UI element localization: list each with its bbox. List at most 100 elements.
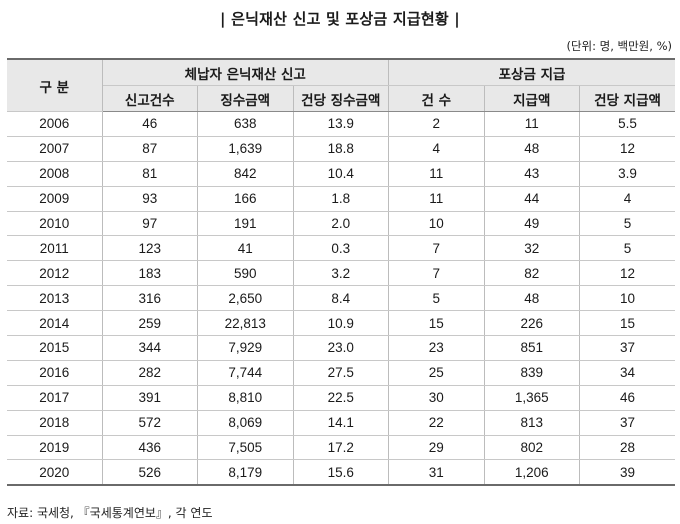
reward-amount-cell: 851 <box>483 335 581 361</box>
reward-per-case-cell: 37 <box>579 335 676 361</box>
reward-count-cell: 7 <box>388 260 485 287</box>
table-row: 2017 391 8,810 22.5 30 1,365 46 <box>7 385 676 411</box>
header-reward-amount: 지급액 <box>483 85 581 112</box>
year-cell: 2011 <box>7 235 103 262</box>
collected-amount-cell: 191 <box>197 211 294 237</box>
report-count-cell: 436 <box>101 435 198 461</box>
report-count-cell: 123 <box>101 235 198 262</box>
report-count-cell: 282 <box>101 360 198 386</box>
header-group-reward: 포상금 지급 <box>388 58 676 86</box>
reward-per-case-cell: 28 <box>579 435 676 461</box>
reward-count-cell: 30 <box>388 385 485 411</box>
report-count-cell: 87 <box>101 136 198 162</box>
table-row: 2012 183 590 3.2 7 82 12 <box>7 260 676 287</box>
collected-per-case-cell: 3.2 <box>292 260 390 287</box>
source-note: 자료: 국세청, 『국세통계연보』, 각 연도 <box>7 506 213 520</box>
collected-per-case-cell: 10.4 <box>292 161 390 187</box>
table-row: 2009 93 166 1.8 11 44 4 <box>7 186 676 212</box>
year-cell: 2012 <box>7 260 103 287</box>
collected-amount-cell: 638 <box>197 111 294 137</box>
report-count-cell: 93 <box>101 186 198 212</box>
collected-amount-cell: 7,929 <box>197 335 294 361</box>
year-cell: 2010 <box>7 211 103 237</box>
reward-per-case-cell: 46 <box>579 385 676 411</box>
year-cell: 2014 <box>7 310 103 337</box>
collected-per-case-cell: 8.4 <box>292 285 390 312</box>
table-row: 2015 344 7,929 23.0 23 851 37 <box>7 335 676 361</box>
table-row: 2006 46 638 13.9 2 11 5.5 <box>7 111 676 137</box>
reward-per-case-cell: 5.5 <box>579 111 676 137</box>
report-count-cell: 391 <box>101 385 198 411</box>
reward-amount-cell: 11 <box>483 111 581 137</box>
report-count-cell: 81 <box>101 161 198 187</box>
collected-amount-cell: 166 <box>197 186 294 212</box>
collected-per-case-cell: 18.8 <box>292 136 390 162</box>
collected-per-case-cell: 17.2 <box>292 435 390 461</box>
year-cell: 2018 <box>7 410 103 436</box>
reward-amount-cell: 802 <box>483 435 581 461</box>
reward-per-case-cell: 4 <box>579 186 676 212</box>
data-table: 구 분 체납자 은닉재산 신고 포상금 지급 신고건수 징수금액 건당 징수금액… <box>7 58 676 487</box>
collected-per-case-cell: 15.6 <box>292 459 390 487</box>
year-cell: 2009 <box>7 186 103 212</box>
year-cell: 2020 <box>7 459 103 487</box>
header-reward-per-case: 건당 지급액 <box>579 85 676 112</box>
reward-amount-cell: 226 <box>483 310 581 337</box>
report-count-cell: 46 <box>101 111 198 137</box>
collected-per-case-cell: 10.9 <box>292 310 390 337</box>
table-row: 2020 526 8,179 15.6 31 1,206 39 <box>7 459 676 487</box>
collected-amount-cell: 1,639 <box>197 136 294 162</box>
reward-per-case-cell: 12 <box>579 260 676 287</box>
collected-amount-cell: 22,813 <box>197 310 294 337</box>
reward-count-cell: 25 <box>388 360 485 386</box>
reward-amount-cell: 32 <box>483 235 581 262</box>
reward-per-case-cell: 3.9 <box>579 161 676 187</box>
year-cell: 2019 <box>7 435 103 461</box>
header-report-count: 신고건수 <box>102 85 198 112</box>
table-row: 2018 572 8,069 14.1 22 813 37 <box>7 410 676 436</box>
report-count-cell: 526 <box>101 459 198 487</box>
collected-per-case-cell: 22.5 <box>292 385 390 411</box>
table-title: | 은닉재산 신고 및 포상금 지급현황 | <box>220 10 460 28</box>
collected-amount-cell: 7,505 <box>197 435 294 461</box>
reward-amount-cell: 813 <box>483 410 581 436</box>
reward-per-case-cell: 5 <box>579 235 676 262</box>
reward-amount-cell: 48 <box>483 285 581 312</box>
collected-per-case-cell: 27.5 <box>292 360 390 386</box>
reward-per-case-cell: 34 <box>579 360 676 386</box>
collected-per-case-cell: 23.0 <box>292 335 390 361</box>
year-cell: 2008 <box>7 161 103 187</box>
report-count-cell: 344 <box>101 335 198 361</box>
header-group-report: 체납자 은닉재산 신고 <box>101 58 390 86</box>
header-reward-count: 건 수 <box>388 85 485 112</box>
reward-amount-cell: 48 <box>483 136 581 162</box>
report-count-cell: 316 <box>101 285 198 312</box>
reward-count-cell: 10 <box>388 211 485 237</box>
year-cell: 2017 <box>7 385 103 411</box>
table-header: 구 분 체납자 은닉재산 신고 포상금 지급 신고건수 징수금액 건당 징수금액… <box>7 58 676 112</box>
header-collected-amount: 징수금액 <box>197 85 294 112</box>
collected-amount-cell: 7,744 <box>197 360 294 386</box>
reward-count-cell: 15 <box>388 310 485 337</box>
collected-amount-cell: 590 <box>197 260 294 287</box>
unit-note: (단위: 명, 백만원, %) <box>566 39 672 53</box>
reward-count-cell: 31 <box>388 459 485 487</box>
report-count-cell: 259 <box>101 310 198 337</box>
table-row: 2007 87 1,639 18.8 4 48 12 <box>7 136 676 162</box>
collected-per-case-cell: 0.3 <box>292 235 390 262</box>
header-division: 구 분 <box>7 58 103 112</box>
year-cell: 2006 <box>7 111 103 137</box>
reward-amount-cell: 44 <box>483 186 581 212</box>
table-row: 2010 97 191 2.0 10 49 5 <box>7 211 676 237</box>
reward-amount-cell: 1,365 <box>483 385 581 411</box>
reward-per-case-cell: 37 <box>579 410 676 436</box>
header-collected-per-case: 건당 징수금액 <box>292 85 390 112</box>
collected-per-case-cell: 1.8 <box>292 186 390 212</box>
collected-per-case-cell: 13.9 <box>292 111 390 137</box>
reward-amount-cell: 49 <box>483 211 581 237</box>
reward-per-case-cell: 39 <box>579 459 676 487</box>
reward-count-cell: 7 <box>388 235 485 262</box>
report-count-cell: 97 <box>101 211 198 237</box>
reward-amount-cell: 43 <box>483 161 581 187</box>
reward-per-case-cell: 10 <box>579 285 676 312</box>
